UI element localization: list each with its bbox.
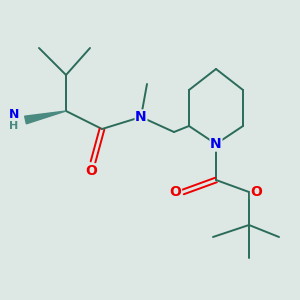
Text: O: O [85,164,98,178]
Text: N: N [135,110,147,124]
Text: N: N [9,108,19,121]
Text: O: O [250,185,262,199]
Text: H: H [10,121,19,131]
Polygon shape [25,111,66,124]
Text: O: O [169,185,181,199]
Text: N: N [210,137,222,151]
